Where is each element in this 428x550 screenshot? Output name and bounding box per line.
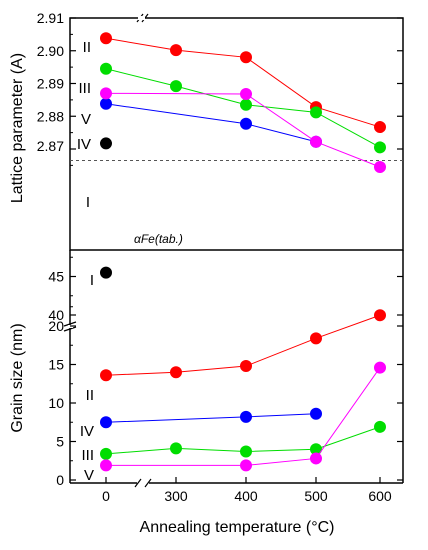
top-series-line-II [105,37,381,128]
bottom-data-point-IV [310,407,322,420]
top-data-point-II [374,121,386,134]
bottom-data-point-II [374,309,386,322]
bottom-data-point-IV [100,416,112,429]
x-tick-label: 300 [164,488,188,504]
x-axis-title: Annealing temperature (°C) [140,519,335,536]
bottom-series-line-V [106,367,381,466]
bottom-data-point-II [100,369,112,382]
top-series-V: V [81,87,386,174]
bottom-series-II: II [86,309,386,404]
x-tick-label: 0 [102,488,110,504]
top-data-point-V [240,87,252,100]
top-y-tick-label: 2.87 [37,138,64,154]
top-data-point-IV [240,117,252,130]
bottom-data-point-V [374,361,386,374]
top-y-tick-label: 2.91 [37,10,64,26]
top-series-line-V [105,92,381,168]
bottom-series-label-IV: IV [80,423,94,440]
bottom-series-label-II: II [86,387,94,404]
bottom-data-point-V [100,459,112,472]
top-data-point-III [100,62,112,75]
top-data-point-III [170,80,182,93]
bottom-y-tick-label: 10 [48,395,64,411]
top-data-point-V [310,135,322,148]
top-series-label-V: V [81,111,91,128]
bottom-data-point-III [170,442,182,455]
top-y-axis-title: Lattice parameter (A) [9,53,26,203]
top-data-point-I [100,137,112,150]
bottom-y-tick-label: 5 [56,434,64,450]
bottom-series-label-V: V [84,467,94,484]
bottom-y-tick-label: 15 [48,357,64,373]
bottom-data-point-V [310,452,322,465]
top-data-point-III [310,106,322,119]
top-series-label-II: II [83,39,91,56]
bottom-data-point-III [100,447,112,460]
bottom-y-tick-label: 0 [56,472,64,488]
bottom-data-point-IV [240,410,252,423]
top-series-label-IV: IV [77,136,91,153]
bottom-series-line-IV [105,413,317,423]
top-data-point-II [240,51,252,64]
bottom-y-axis-title: Grain size (nm) [9,323,26,432]
top-series-label-I: I [86,194,90,211]
bottom-data-point-II [240,360,252,373]
bottom-y-tick-label: 45 [48,269,64,285]
bottom-data-point-V [240,459,252,472]
bottom-data-point-III [374,420,386,433]
bottom-y-tick-label: 20 [48,318,64,334]
top-data-point-III [374,141,386,154]
top-data-point-II [100,32,112,45]
top-series-label-III: III [78,80,91,97]
top-data-point-III [240,98,252,111]
bottom-data-point-II [310,332,322,345]
x-tick-label: 600 [368,488,392,504]
top-series-III: III [78,62,386,154]
top-data-point-II [170,44,182,57]
y-break-mark [63,326,77,332]
bottom-series-IV: IV [80,407,322,440]
top-y-tick-label: 2.90 [37,43,64,59]
bottom-data-point-III [240,445,252,458]
top-panel-frame [69,17,404,251]
bottom-series-label-I: I [90,272,94,289]
bottom-data-point-II [170,366,182,379]
top-y-tick-label: 2.88 [37,108,64,124]
top-series-I: I [86,137,112,211]
bottom-series-label-III: III [81,447,94,464]
top-data-point-IV [100,97,112,110]
top-y-tick-label: 2.89 [37,76,64,92]
top-series-line-IV [105,103,317,143]
y-break-mark [63,321,77,327]
bottom-series-I: I [90,266,112,289]
top-series-IV: IV [77,97,322,153]
bottom-series-III: III [81,420,386,464]
x-break-mark [134,478,142,488]
top-series-II: II [83,32,386,134]
bottom-series-V: V [84,361,386,484]
bottom-data-point-I [100,266,112,279]
reference-line-label: αFe(tab.) [134,232,183,246]
x-tick-label: 400 [234,488,258,504]
top-x-break-gap [138,16,145,20]
x-break-mark [144,478,152,488]
bottom-y-tick-label: 40 [48,307,64,323]
x-tick-label: 500 [304,488,328,504]
top-data-point-V [100,87,112,100]
top-data-point-V [374,161,386,174]
